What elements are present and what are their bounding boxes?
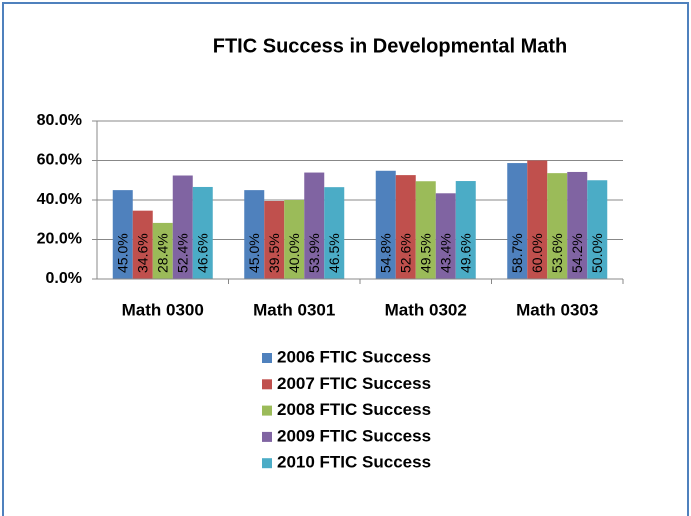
x-tick-label: Math 0303 bbox=[516, 300, 598, 319]
legend-swatch bbox=[262, 458, 272, 469]
legend-label: 2007 FTIC Success bbox=[277, 374, 431, 393]
bar bbox=[324, 187, 345, 279]
bar bbox=[507, 163, 528, 279]
bar bbox=[284, 200, 305, 279]
y-tick-label: 20.0% bbox=[37, 231, 82, 248]
bar bbox=[375, 170, 396, 279]
legend-swatch bbox=[262, 379, 272, 390]
data-label: 39.5% bbox=[266, 233, 282, 273]
data-label: 28.4% bbox=[154, 233, 170, 273]
legend-label: 2006 FTIC Success bbox=[277, 347, 431, 366]
legend-label: 2008 FTIC Success bbox=[277, 400, 431, 419]
y-tick-label: 60.0% bbox=[37, 152, 82, 169]
bar bbox=[567, 171, 588, 279]
legend-swatch bbox=[262, 431, 272, 442]
data-label: 50.0% bbox=[589, 233, 605, 273]
legend-label: 2009 FTIC Success bbox=[277, 426, 431, 445]
data-label: 43.4% bbox=[437, 233, 453, 273]
data-label: 60.0% bbox=[529, 233, 545, 273]
bar bbox=[132, 210, 153, 279]
legend-swatch bbox=[262, 405, 272, 416]
data-label: 52.6% bbox=[397, 233, 413, 273]
bar bbox=[304, 172, 325, 279]
data-label: 49.6% bbox=[457, 233, 473, 273]
y-tick-label: 0.0% bbox=[46, 270, 82, 287]
x-tick-label: Math 0300 bbox=[122, 300, 204, 319]
data-label: 46.5% bbox=[326, 233, 342, 273]
legend-label: 2010 FTIC Success bbox=[277, 453, 431, 472]
bar bbox=[455, 181, 476, 279]
chart-title: FTIC Success in Developmental Math bbox=[213, 35, 568, 57]
bar bbox=[587, 180, 608, 279]
data-label: 53.6% bbox=[549, 233, 565, 273]
bar bbox=[112, 190, 133, 279]
data-label: 49.5% bbox=[417, 233, 433, 273]
x-tick-label: Math 0301 bbox=[253, 300, 335, 319]
data-label: 40.0% bbox=[286, 233, 302, 273]
data-label: 34.6% bbox=[134, 233, 150, 273]
bar bbox=[192, 186, 213, 279]
x-tick-label: Math 0302 bbox=[385, 300, 467, 319]
legend-swatch bbox=[262, 353, 272, 363]
data-label: 52.4% bbox=[174, 233, 190, 273]
bar bbox=[527, 160, 548, 279]
bar bbox=[415, 181, 436, 279]
data-label: 58.7% bbox=[509, 233, 525, 273]
bar bbox=[264, 200, 285, 279]
bar bbox=[547, 173, 568, 279]
bar bbox=[244, 190, 265, 279]
bar bbox=[435, 193, 456, 279]
bar bbox=[152, 222, 173, 279]
bar bbox=[172, 175, 193, 279]
data-label: 53.9% bbox=[306, 233, 322, 273]
data-label: 45.0% bbox=[246, 233, 262, 273]
y-tick-label: 40.0% bbox=[37, 191, 82, 208]
data-label: 46.6% bbox=[194, 233, 210, 273]
data-label: 54.2% bbox=[569, 233, 585, 273]
data-label: 45.0% bbox=[114, 233, 130, 273]
bar bbox=[395, 175, 416, 279]
y-tick-label: 80.0% bbox=[37, 112, 82, 129]
data-label: 54.8% bbox=[377, 233, 393, 273]
